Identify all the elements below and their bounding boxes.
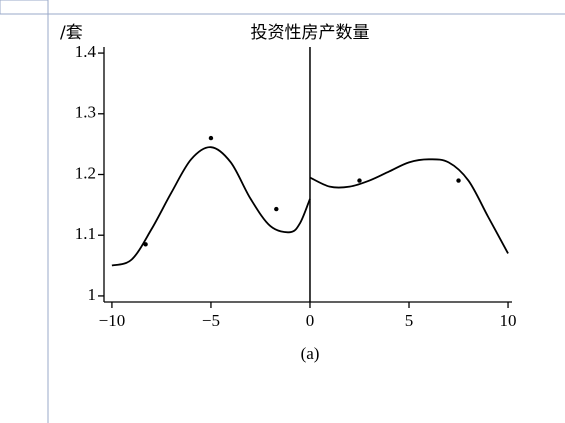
scatter-point [274, 206, 279, 212]
x-tick-label: −5 [202, 311, 220, 330]
caption: (a) [301, 344, 320, 363]
chart-title: 投资性房产数量 [251, 23, 370, 43]
y-tick-label: 1.1 [75, 224, 96, 243]
y-tick-label: 1.2 [75, 163, 96, 182]
x-tick-label: 0 [306, 311, 315, 330]
scatter-point [143, 242, 148, 247]
x-tick-label: 5 [405, 311, 414, 330]
y-axis-label: /套 [60, 23, 83, 43]
x-tick-label: 10 [500, 311, 517, 330]
x-tick-label: −10 [99, 311, 126, 330]
scatter-point [357, 178, 362, 183]
y-tick-label: 1.4 [75, 42, 97, 61]
corner-box [0, 0, 49, 15]
scatter-point [456, 178, 461, 183]
fit-line [309, 158, 509, 254]
y-tick-label: 1 [88, 285, 97, 304]
y-tick-label: 1.3 [75, 103, 96, 122]
fit-line [111, 146, 311, 267]
scatter-point [208, 135, 214, 141]
